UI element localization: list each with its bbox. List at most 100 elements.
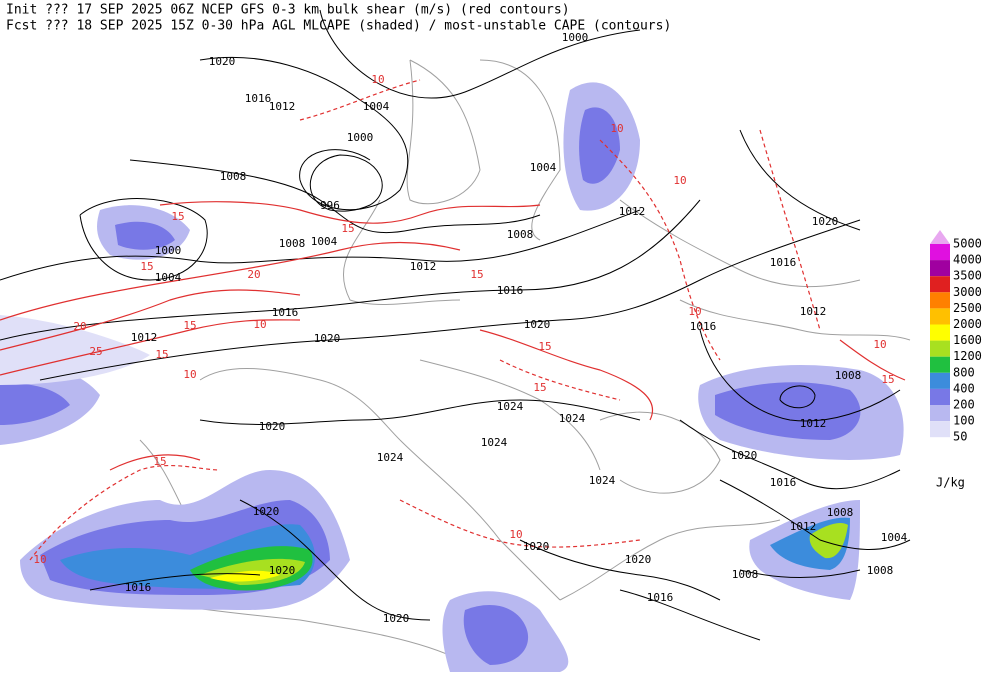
isobar-label: 1016 bbox=[497, 284, 524, 297]
legend-label: 800 bbox=[953, 365, 975, 379]
shear-label: 15 bbox=[171, 210, 184, 223]
legend: J/kg 5000 4000 3500 3000 2500 2000 1600 1200 800… bbox=[930, 230, 982, 490]
isobar-label: 1020 bbox=[383, 612, 410, 625]
isobar-label: 1020 bbox=[209, 55, 236, 68]
legend-label: 50 bbox=[953, 430, 967, 444]
legend-label: 2500 bbox=[953, 301, 982, 315]
legend-swatch bbox=[930, 230, 950, 244]
legend-label: 1600 bbox=[953, 333, 982, 347]
shear-label: 10 bbox=[509, 528, 522, 541]
isobar-label: 1004 bbox=[530, 161, 557, 174]
isobar-label: 1020 bbox=[259, 420, 286, 433]
cape-shading bbox=[0, 82, 904, 672]
legend-label: 4000 bbox=[953, 253, 982, 267]
legend-swatch bbox=[930, 388, 950, 405]
shear-label: 15 bbox=[341, 222, 354, 235]
isobar-label: 1016 bbox=[125, 581, 152, 594]
isobar-label: 1008 bbox=[827, 506, 854, 519]
isobar-label: 1024 bbox=[559, 412, 586, 425]
shear-label: 10 bbox=[253, 318, 266, 331]
isobar-label: 1000 bbox=[155, 244, 182, 257]
isobar-label: 1012 bbox=[800, 417, 827, 430]
isobar-label: 1008 bbox=[867, 564, 894, 577]
legend-label: 2000 bbox=[953, 317, 982, 331]
isobar-label: 1012 bbox=[131, 331, 158, 344]
shear-label: 15 bbox=[153, 455, 166, 468]
legend-label: 3500 bbox=[953, 269, 982, 283]
header-line: Init ??? 17 SEP 2025 06Z NCEP GFS 0-3 km… bbox=[6, 3, 570, 18]
legend-label: 3000 bbox=[953, 285, 982, 299]
legend-unit: J/kg bbox=[936, 476, 965, 490]
isobar-label: 1020 bbox=[523, 540, 550, 553]
legend-swatch bbox=[930, 308, 950, 325]
legend-swatch bbox=[930, 244, 950, 261]
isobar-label: 1020 bbox=[625, 553, 652, 566]
isobar-label: 1004 bbox=[881, 531, 908, 544]
shear-label: 10 bbox=[183, 368, 196, 381]
isobar-label: 1016 bbox=[647, 591, 674, 604]
shear-label: 10 bbox=[673, 174, 686, 187]
legend-label: 400 bbox=[953, 381, 975, 395]
isobar-label: 1020 bbox=[524, 318, 551, 331]
legend-label: 100 bbox=[953, 414, 975, 428]
legend-swatch bbox=[930, 292, 950, 309]
legend-swatch bbox=[930, 421, 950, 438]
shear-label: 15 bbox=[881, 373, 894, 386]
isobar-label: 1024 bbox=[481, 436, 508, 449]
legend-swatch bbox=[930, 276, 950, 293]
isobar-label: 1012 bbox=[269, 100, 296, 113]
legend-label: 5000 bbox=[953, 237, 982, 251]
shear-label: 25 bbox=[89, 345, 102, 358]
shear-label: 15 bbox=[533, 381, 546, 394]
isobar-label: 1012 bbox=[619, 205, 646, 218]
shear-label: 10 bbox=[610, 122, 623, 135]
isobar-label: 1016 bbox=[690, 320, 717, 333]
isobar-label: 1016 bbox=[770, 256, 797, 269]
shear-contours bbox=[0, 79, 906, 561]
isobar-label: 1008 bbox=[220, 170, 247, 183]
shear-label: 15 bbox=[155, 348, 168, 361]
shear-label: 10 bbox=[688, 305, 701, 318]
isobar-label: 1004 bbox=[155, 271, 182, 284]
legend-label: 1200 bbox=[953, 349, 982, 363]
legend-swatch bbox=[930, 405, 950, 422]
isobar-label: 1004 bbox=[311, 235, 338, 248]
isobar-label: 1020 bbox=[812, 215, 839, 228]
shear-label: 10 bbox=[371, 73, 384, 86]
legend-swatch bbox=[930, 260, 950, 277]
isobar-label: 1008 bbox=[732, 568, 759, 581]
shear-label: 10 bbox=[33, 553, 46, 566]
shear-label: 15 bbox=[140, 260, 153, 273]
isobar-label: 1020 bbox=[269, 564, 296, 577]
isobar-label: 1020 bbox=[314, 332, 341, 345]
shear-label: 15 bbox=[470, 268, 483, 281]
isobar-label: 1000 bbox=[347, 131, 374, 144]
shear-label: 20 bbox=[73, 320, 86, 333]
isobar-label: 1024 bbox=[497, 400, 524, 413]
shear-label: 10 bbox=[873, 338, 886, 351]
isobar-label: 1008 bbox=[507, 228, 534, 241]
legend-swatch bbox=[930, 356, 950, 373]
legend-swatch bbox=[930, 340, 950, 357]
shear-label: 15 bbox=[183, 319, 196, 332]
shear-label: 15 bbox=[538, 340, 551, 353]
isobar-label: 1024 bbox=[589, 474, 616, 487]
isobar-label: 1016 bbox=[272, 306, 299, 319]
isobar-label: 996 bbox=[320, 199, 340, 212]
header-line: Fcst ??? 18 SEP 2025 15Z 0-30 hPa AGL ML… bbox=[6, 19, 671, 34]
isobar-label: 1016 bbox=[770, 476, 797, 489]
isobar-label: 1024 bbox=[377, 451, 404, 464]
isobar-label: 1020 bbox=[253, 505, 280, 518]
isobar-label: 1012 bbox=[790, 520, 817, 533]
isobar-label: 1020 bbox=[731, 449, 758, 462]
isobar-label: 1016 bbox=[245, 92, 272, 105]
isobar-label: 1000 bbox=[562, 31, 589, 44]
legend-swatch bbox=[930, 372, 950, 389]
isobar-label: 1008 bbox=[279, 237, 306, 250]
isobar-label: 1008 bbox=[835, 369, 862, 382]
isobar-label: 1012 bbox=[800, 305, 827, 318]
shear-label: 20 bbox=[247, 268, 260, 281]
isobar-label: 1004 bbox=[363, 100, 390, 113]
